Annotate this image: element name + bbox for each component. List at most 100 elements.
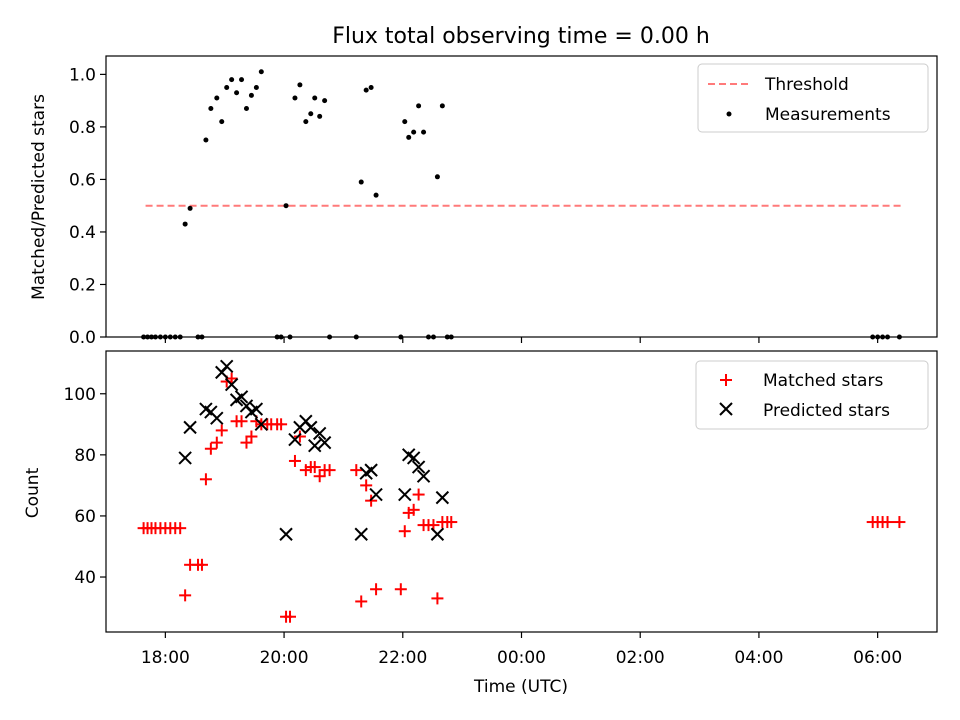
measurement-point — [253, 85, 259, 91]
matched-star-point — [360, 479, 373, 492]
matched-star-point — [215, 424, 228, 437]
measurement-point — [434, 174, 440, 180]
measurement-point — [203, 137, 209, 143]
predicted-star-point — [317, 435, 332, 450]
top-y-tick-label: 0.4 — [69, 223, 96, 243]
bottom-x-axis: 18:00 20:00 22:00 00:00 02:00 04:00 06:00 — [141, 632, 902, 668]
measurement-point — [308, 111, 314, 117]
top-axes-frame — [105, 55, 938, 338]
matched-star-point — [412, 488, 425, 501]
measurement-point — [208, 106, 214, 112]
predicted-star-point — [279, 527, 293, 541]
measurement-point — [358, 179, 364, 185]
bottom-y-tick-label: 40 — [74, 568, 96, 588]
predicted-star-point — [308, 438, 322, 453]
measurement-point — [239, 77, 245, 83]
bottom-x-axis-label: Time (UTC) — [473, 677, 568, 697]
bottom-legend-box — [695, 360, 929, 430]
top-y-axis-label: Matched/Predicted stars — [29, 94, 49, 300]
top-legend: Threshold Measurements — [697, 63, 929, 133]
matched-star-point — [394, 583, 407, 596]
measurement-point — [312, 95, 318, 101]
predicted-star-point — [416, 469, 431, 483]
matched-star-point — [323, 464, 336, 477]
measurement-point — [248, 92, 254, 98]
matched-star-point — [240, 436, 253, 449]
legend-measurements-label: Measurements — [765, 105, 891, 125]
bottom-x-tick-label: 02:00 — [616, 648, 665, 668]
matched-star-point — [275, 418, 288, 431]
measurement-point — [292, 95, 298, 101]
measurement-point — [317, 113, 323, 119]
predicted-star-point — [435, 490, 450, 505]
figure-title: Flux total observing time = 0.00 h — [332, 24, 710, 49]
matched-star-point — [398, 525, 411, 538]
measurement-point — [219, 119, 225, 125]
measurement-point — [214, 95, 220, 101]
predicted-star-point — [183, 420, 197, 435]
matched-star-point — [370, 583, 383, 596]
measurement-point — [402, 119, 408, 125]
bottom-y-axis: 40 60 80 100 — [64, 385, 106, 588]
predicted-star-point — [398, 487, 412, 502]
predicted-star-point — [304, 420, 318, 435]
legend-matched-marker — [720, 374, 732, 386]
matched-star-point — [893, 516, 906, 529]
bottom-x-tick-label: 18:00 — [141, 648, 190, 668]
bottom-x-tick-label: 22:00 — [378, 648, 427, 668]
top-x-ticks — [164, 337, 879, 343]
measurement-point — [283, 203, 289, 209]
predicted-star-point — [354, 527, 368, 541]
predicted-star-point — [406, 451, 421, 465]
matched-star-point — [204, 442, 217, 455]
matched-star-point — [881, 516, 894, 529]
predicted-star-point — [430, 527, 445, 541]
measurement-point — [297, 82, 303, 88]
measurement-point — [406, 134, 412, 140]
measurement-point — [303, 119, 309, 125]
legend-predicted-marker — [719, 402, 733, 416]
top-y-tick-label: 0.2 — [69, 275, 96, 295]
matched-star-point — [235, 415, 248, 428]
top-y-tick-label: 0.8 — [69, 118, 96, 138]
matched-star-point — [245, 430, 258, 443]
top-legend-box — [697, 63, 929, 133]
matched-star-point — [355, 595, 368, 608]
measurement-point — [322, 98, 328, 104]
legend-matched-label: Matched stars — [763, 371, 883, 391]
bottom-x-tick-label: 20:00 — [260, 648, 309, 668]
legend-predicted-label: Predicted stars — [763, 401, 890, 421]
matched-star-point — [174, 522, 187, 535]
legend-measurements-marker — [726, 111, 732, 117]
bottom-y-axis-label: Count — [23, 467, 43, 518]
measurement-point — [187, 205, 193, 211]
matched-star-point — [431, 592, 444, 605]
bottom-y-tick-label: 80 — [74, 446, 96, 466]
measurement-point — [182, 221, 188, 227]
predicted-star-point — [249, 402, 264, 416]
predicted-star-point — [224, 377, 239, 392]
matched-star-point — [407, 503, 420, 516]
top-y-tick-label: 0.6 — [69, 170, 96, 190]
predicted-star-point — [234, 390, 249, 404]
measurement-point — [416, 103, 422, 109]
bottom-x-tick-label: 04:00 — [734, 648, 783, 668]
measurement-point — [229, 77, 235, 83]
bottom-y-tick-label: 100 — [64, 385, 96, 405]
bottom-y-tick-label: 60 — [74, 507, 96, 527]
predicted-star-point — [288, 432, 302, 447]
matched-star-point — [288, 454, 301, 467]
bottom-x-tick-label: 00:00 — [497, 648, 546, 668]
top-y-axis: 0.0 0.2 0.4 0.6 0.8 1.0 — [69, 65, 106, 348]
measurement-point — [421, 129, 427, 135]
bottom-legend: Matched stars Predicted stars — [695, 360, 929, 430]
legend-threshold-label: Threshold — [764, 75, 849, 95]
measurement-point — [258, 69, 264, 75]
bottom-axes-frame — [105, 350, 938, 633]
matched-star-point — [284, 610, 297, 623]
matched-star-point — [225, 372, 238, 385]
measurement-point — [363, 87, 369, 93]
measurement-point — [234, 90, 240, 96]
matched-star-point — [195, 558, 208, 571]
